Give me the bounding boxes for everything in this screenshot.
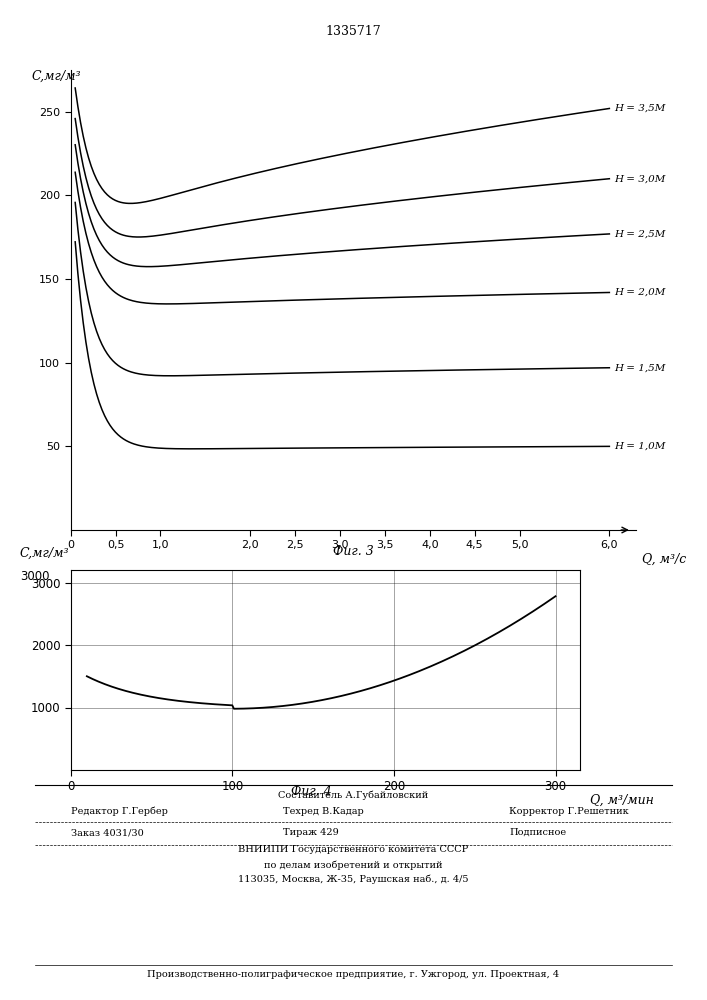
Text: Корректор Г.Решетник: Корректор Г.Решетник xyxy=(509,807,629,816)
Text: Производственно-полиграфическое предприятие, г. Ужгород, ул. Проектная, 4: Производственно-полиграфическое предприя… xyxy=(148,970,559,979)
Text: Редактор Г.Гербер: Редактор Г.Гербер xyxy=(71,807,168,816)
Text: 3000: 3000 xyxy=(20,570,49,583)
Text: Q, м³/мин: Q, м³/мин xyxy=(590,794,654,807)
Text: Техред В.Кадар: Техред В.Кадар xyxy=(283,807,363,816)
Text: H = 3,5М: H = 3,5М xyxy=(614,104,665,113)
Text: H = 2,5М: H = 2,5М xyxy=(614,229,665,238)
Text: по делам изобретений и открытий: по делам изобретений и открытий xyxy=(264,860,443,869)
Text: Составитель А.Губайловский: Составитель А.Губайловский xyxy=(279,790,428,800)
Text: H = 1,0М: H = 1,0М xyxy=(614,442,665,451)
Text: H = 2,0М: H = 2,0М xyxy=(614,288,665,297)
Text: Подписное: Подписное xyxy=(509,828,566,837)
Text: C,мг/м³: C,мг/м³ xyxy=(31,70,81,83)
Text: H = 1,5М: H = 1,5М xyxy=(614,363,665,372)
Text: Фиг. 3: Фиг. 3 xyxy=(333,545,374,558)
Text: Заказ 4031/30: Заказ 4031/30 xyxy=(71,828,144,837)
Text: 1335717: 1335717 xyxy=(326,25,381,38)
Text: Q, м³/с: Q, м³/с xyxy=(642,553,686,566)
Text: H = 3,0М: H = 3,0М xyxy=(614,174,665,183)
Text: Фиг. 4: Фиг. 4 xyxy=(291,785,332,798)
Text: Тираж 429: Тираж 429 xyxy=(283,828,339,837)
Text: C,мг/м³: C,мг/м³ xyxy=(20,547,69,560)
Text: ВНИИПИ Государственного комитета СССР: ВНИИПИ Государственного комитета СССР xyxy=(238,845,469,854)
Text: 113035, Москва, Ж-35, Раушская наб., д. 4/5: 113035, Москва, Ж-35, Раушская наб., д. … xyxy=(238,875,469,884)
